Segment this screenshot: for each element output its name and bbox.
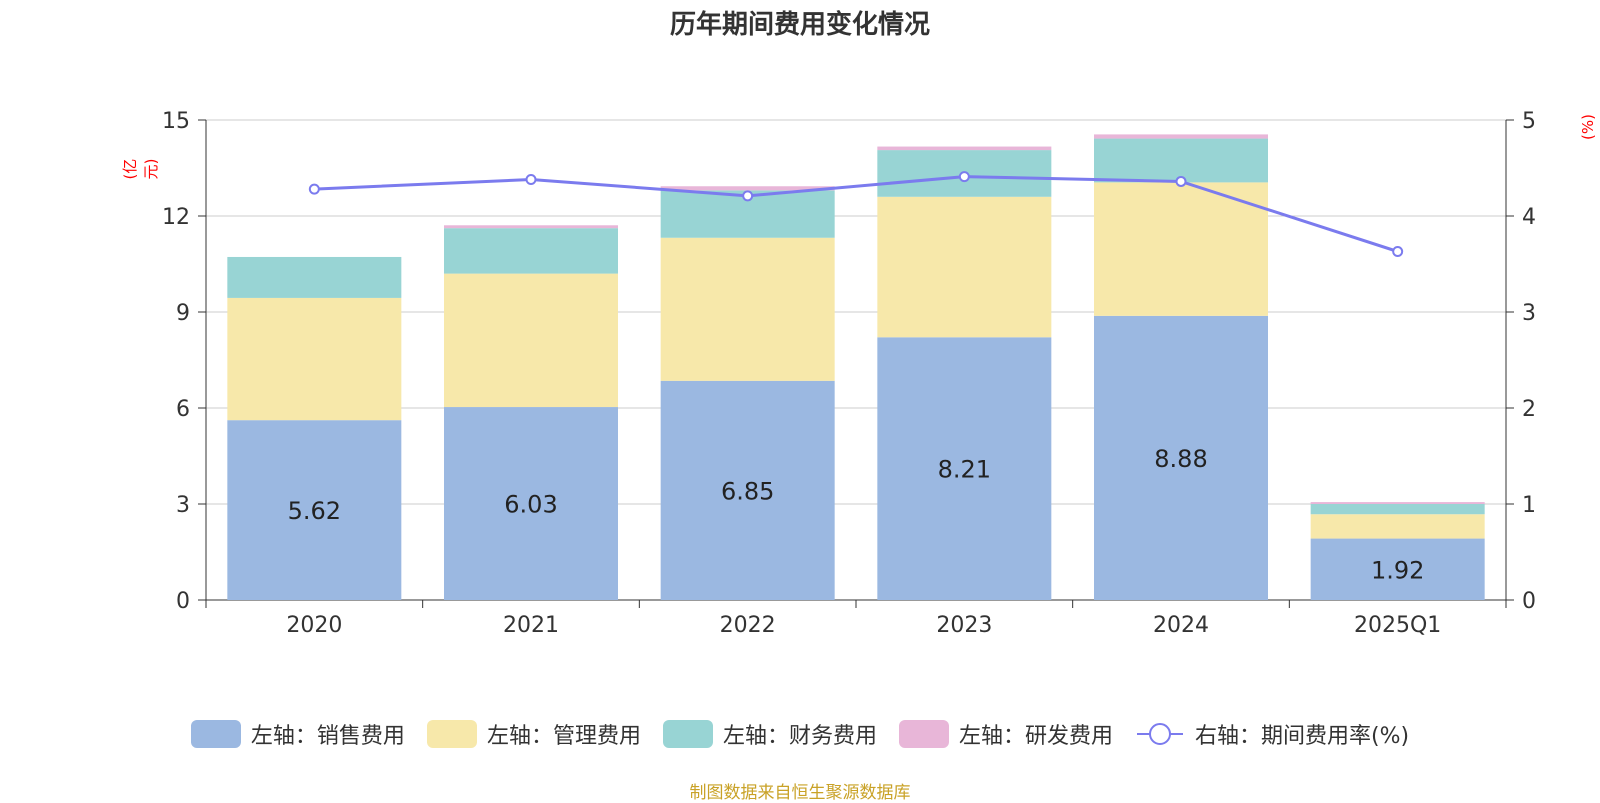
data-label-sales: 8.88 <box>1154 445 1207 473</box>
x-axis-tick-label: 2020 <box>286 613 342 638</box>
legend-swatch-finance <box>662 720 713 748</box>
legend-item-management[interactable]: 左轴：管理费用 <box>426 718 641 750</box>
left-axis-tick-label: 9 <box>176 301 190 326</box>
legend-label-rate: 右轴：期间费用率(%) <box>1194 724 1410 749</box>
x-axis-tick-label: 2024 <box>1153 613 1209 638</box>
bar-sales <box>1310 538 1485 600</box>
bar-sales <box>877 337 1052 600</box>
legend-swatch-rd <box>898 720 949 748</box>
legend-item-finance[interactable]: 左轴：财务费用 <box>662 718 877 750</box>
left-axis-tick-label: 6 <box>176 397 190 422</box>
left-axis-tick-label: 3 <box>176 493 190 518</box>
data-label-sales: 5.62 <box>288 497 341 525</box>
right-axis-tick-label: 1 <box>1522 493 1536 518</box>
legend: 左轴：销售费用 左轴：管理费用 左轴：财务费用 左轴：研发费用 右轴：期间费用率… <box>0 718 1600 750</box>
left-axis-tick-label: 15 <box>162 109 190 134</box>
bar-management <box>1310 514 1485 539</box>
bar-rd <box>877 146 1052 151</box>
legend-label-finance: 左轴：财务费用 <box>722 724 877 749</box>
rate-line <box>314 175 1399 253</box>
rate-point <box>742 190 754 202</box>
x-axis-tick-label: 2025Q1 <box>1354 613 1441 638</box>
bar-sales <box>227 420 402 600</box>
legend-label-sales: 左轴：销售费用 <box>250 724 405 749</box>
x-axis-tick-label: 2022 <box>720 613 776 638</box>
bar-management <box>660 237 835 381</box>
right-axis-tick-label: 0 <box>1522 589 1536 614</box>
legend-swatch-sales <box>190 720 241 748</box>
bar-rd <box>1094 134 1268 139</box>
data-label-sales: 8.21 <box>938 456 991 484</box>
rate-point <box>1175 175 1187 187</box>
bar-sales <box>1094 315 1268 600</box>
legend-line-marker-icon <box>1136 723 1183 745</box>
bar-rd <box>1310 502 1485 504</box>
x-axis-tick-label: 2023 <box>936 613 992 638</box>
chart-title: 历年期间费用变化情况 <box>669 10 930 40</box>
right-axis-tick-label: 5 <box>1522 109 1536 134</box>
data-source-note: 制图数据来自恒生聚源数据库 <box>689 783 911 803</box>
left-axis-tick-label: 12 <box>162 205 190 230</box>
bar-finance <box>227 256 402 298</box>
legend-swatch-management <box>426 720 477 748</box>
rate-point <box>1392 246 1404 258</box>
bar-rd <box>444 225 618 229</box>
bar-management <box>444 273 618 408</box>
x-axis-tick-label: 2021 <box>503 613 559 638</box>
legend-item-sales[interactable]: 左轴：销售费用 <box>190 718 405 750</box>
data-label-sales: 6.85 <box>721 477 774 505</box>
data-label-sales: 6.03 <box>504 491 557 519</box>
bar-management <box>1094 182 1268 316</box>
legend-item-rd[interactable]: 左轴：研发费用 <box>898 718 1113 750</box>
bar-sales <box>660 380 835 600</box>
rate-point <box>308 183 320 195</box>
right-axis-tick-label: 4 <box>1522 205 1536 230</box>
bar-finance <box>444 228 618 274</box>
right-axis-tick-label: 3 <box>1522 301 1536 326</box>
bar-rd <box>660 186 835 191</box>
rate-point <box>958 171 970 183</box>
bar-finance <box>1310 504 1485 515</box>
bar-sales <box>444 407 618 600</box>
bar-management <box>227 297 402 421</box>
legend-label-rd: 左轴：研发费用 <box>958 724 1113 749</box>
bar-management <box>877 196 1052 338</box>
bar-finance <box>1094 138 1268 183</box>
data-label-sales: 1.92 <box>1371 556 1424 584</box>
right-axis-tick-label: 2 <box>1522 397 1536 422</box>
left-axis-tick-label: 0 <box>176 589 190 614</box>
rate-point <box>525 174 537 186</box>
legend-item-rate[interactable]: 右轴：期间费用率(%) <box>1135 718 1409 750</box>
legend-label-management: 左轴：管理费用 <box>486 724 641 749</box>
